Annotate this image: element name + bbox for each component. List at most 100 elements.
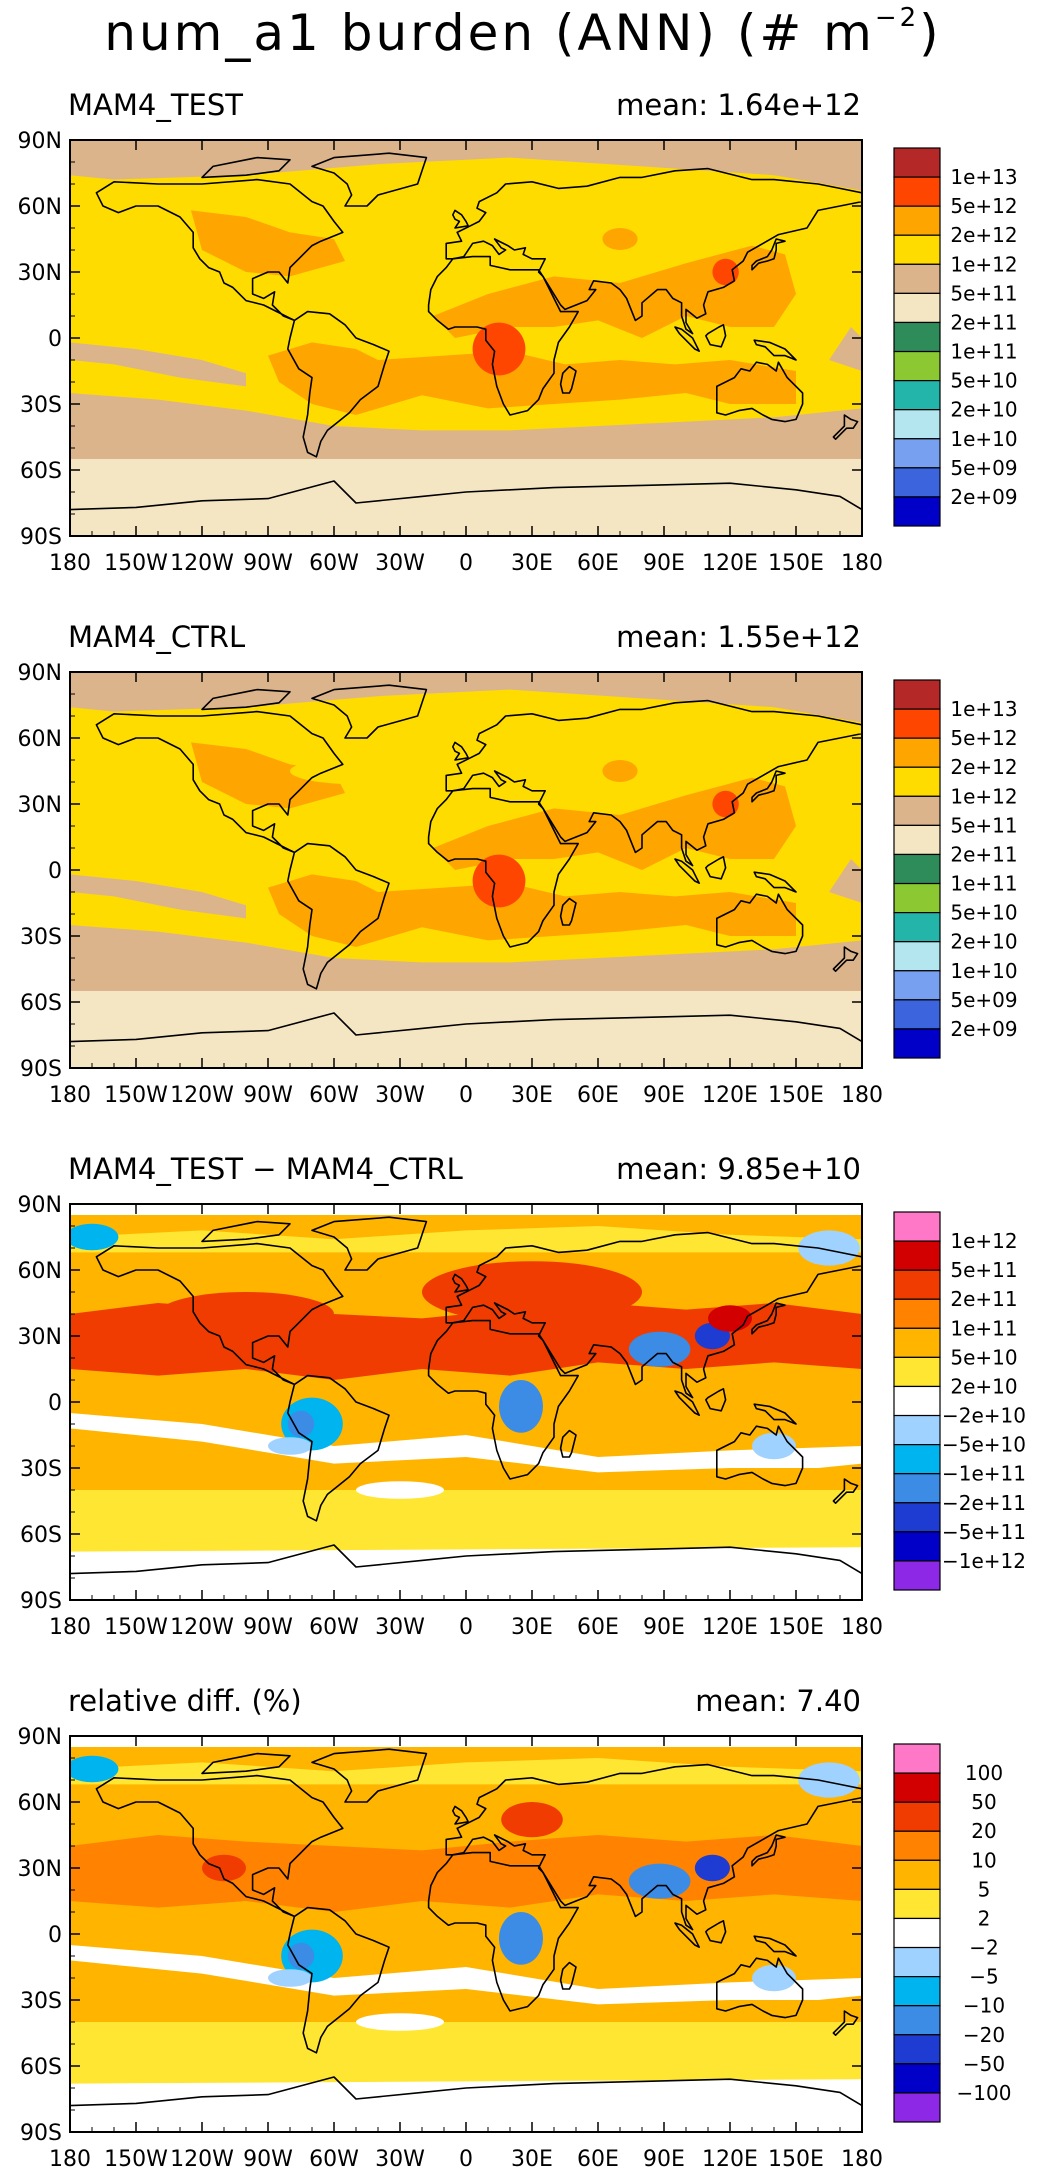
y-tick-label: 30S [20,1457,62,1482]
x-tick-label: 0 [459,1615,473,1640]
x-tick-label: 90E [643,551,685,576]
y-tick-label: 30S [20,925,62,950]
field-patch-australia [752,1432,796,1460]
coast-sumatra [674,1390,700,1416]
x-tick-label: 90E [643,1615,685,1640]
x-tick-label: 60E [577,1615,619,1640]
y-tick-label: 0 [48,327,62,352]
x-tick-label: 30W [375,1615,425,1640]
x-tick-label: 0 [459,2147,473,2172]
y-tick-label: 30S [20,1989,62,2014]
field-patch-pacific [70,342,246,387]
colorbar-label: −50 [963,2052,1005,2076]
colorbar-box [893,1240,941,1271]
colorbar-box [893,292,941,324]
coast-greenland [311,1216,428,1271]
y-tick-label: 90S [20,1057,62,1082]
coast-samerica [287,1906,390,2054]
x-tick-label: 90W [243,1615,293,1640]
x-tick-label: 90W [243,2147,293,2172]
coast-newzealand [832,946,859,972]
colorbar-box [893,679,941,710]
x-tick-label: 150E [768,1083,824,1108]
colorbar-box [893,205,941,236]
field-min-congo [499,1912,543,1965]
colorbar-box [893,1028,941,1059]
y-tick-label: 60N [18,195,62,220]
colorbar-box [893,2005,941,2036]
x-tick-label: 150E [768,2147,824,2172]
field-region-antarctic [70,2079,862,2132]
colorbar-label: −2e+11 [942,1491,1026,1515]
colorbar-box [893,2063,941,2094]
coast-sumatra [674,858,700,884]
coast-africa [427,1851,579,2012]
x-tick-label: 150E [768,551,824,576]
colorbar-label: 5e+11 [950,813,1017,837]
y-tick-label: 60S [20,459,62,484]
x-tick-label: 120E [702,1615,758,1640]
field-patch-asia [602,228,638,250]
coast-eurasia [445,1763,862,1931]
colorbar-box [893,1801,941,1832]
map-chart: 180 150W 120W 90W 60W 30W 0 30E 60E 90E 120E 150E 18… [18,661,1018,1108]
field-band-southern [70,393,862,459]
coast-newguinea [753,871,797,893]
map-chart: 180 150W 120W 90W 60W 30W 0 30E 60E 90E 120E 150E 18… [18,1725,1012,2172]
y-tick-label: 90S [20,525,62,550]
coast-newzealand [832,414,859,440]
colorbar-label: 100 [965,1761,1003,1785]
x-tick-label: 150W [104,1083,168,1108]
colorbar-label: 5e+10 [950,901,1017,925]
coast-newguinea [753,1403,797,1425]
coast-newguinea [753,339,797,361]
coast-arctic_isl [201,156,291,179]
x-tick-label: 30E [511,1615,553,1640]
colorbar-label: −1e+12 [942,1549,1026,1573]
map-chart: 180 150W 120W 90W 60W 30W 0 30E 60E 90E 120E 150E 18… [18,1193,1026,1640]
field-patch-siberia [798,1230,860,1266]
coast-samerica [287,842,390,990]
colorbar-box [893,1888,941,1920]
coast-arctic_isl [201,1220,291,1243]
y-tick-label: 90N [18,129,62,154]
y-tick-label: 60S [20,1523,62,1548]
colorbar-box [893,1531,941,1562]
colorbar-box [893,1444,941,1475]
coast-namerica [95,1242,344,1386]
colorbar-label: 1e+11 [950,340,1017,364]
colorbar-label: −5 [969,1965,998,1989]
field-layer [70,1736,862,2132]
coast-namerica [95,710,344,854]
coast-uk [452,209,469,229]
colorbar-label: −2 [969,1936,998,1960]
colorbar-label: 5e+12 [950,194,1017,218]
x-tick-label: 30W [375,2147,425,2172]
field-patch-bering [70,1755,119,1783]
colorbar-box [893,1560,941,1591]
coast-samerica [287,1374,390,1522]
y-tick-label: 90N [18,1725,62,1750]
coast-uk [452,1805,469,1825]
colorbar-box [893,853,941,885]
colorbar-box [893,1946,941,1978]
coast-borneo [705,856,727,880]
field-region-arctic [70,672,862,723]
colorbar-label: 2e+12 [950,755,1017,779]
x-tick-label: 60E [577,2147,619,2172]
coastlines [70,1216,862,1600]
field-max-china [712,258,739,286]
coast-japan [751,770,786,803]
colorbar-label: 2e+10 [950,1374,1017,1398]
coast-antarctica [70,480,862,536]
colorbar-label: 5e+11 [950,281,1017,305]
x-tick-label: 0 [459,551,473,576]
y-tick-label: 60S [20,2055,62,2080]
x-tick-label: 180 [49,1615,91,1640]
colorbar-box [893,176,941,207]
coast-antarctica [70,2076,862,2132]
colorbar-box [893,1356,941,1388]
colorbar-label: 10 [971,1848,996,1872]
coast-madagascar [559,897,577,926]
x-tick-label: 120W [170,1615,234,1640]
